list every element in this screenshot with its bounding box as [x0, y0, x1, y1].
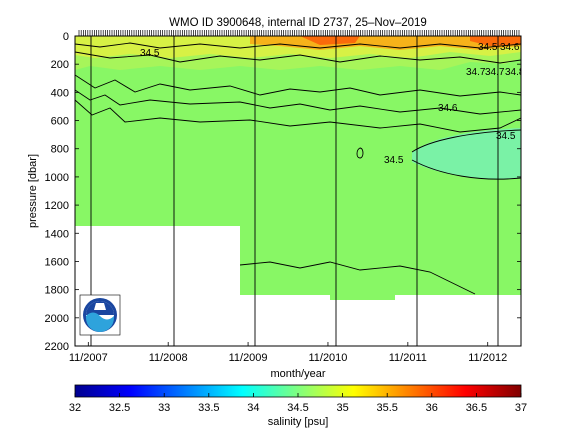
contour-label: 34.6 [500, 42, 520, 53]
contour-line [75, 42, 521, 49]
colorbar-tick-label: 37 [515, 402, 527, 414]
contour-line [411, 159, 521, 180]
contour-lines [75, 42, 521, 295]
contour-line [239, 261, 476, 295]
y-tick-label: 400 [51, 87, 69, 99]
colorbar: 32 32.5 33 33.5 34 34.5 35 35.5 36 36.5 37 salinit… [69, 384, 527, 428]
colorbar-tick-label: 34.5 [287, 402, 308, 414]
y-tick-label: 200 [51, 59, 69, 71]
y-axis-label: pressure [dbar] [27, 154, 39, 228]
colorbar-tick-label: 36.5 [466, 402, 487, 414]
contour-label: 34.5 [478, 42, 498, 53]
x-tick-label: 11/2009 [229, 352, 268, 364]
contour-label: 34.8 [505, 67, 525, 78]
plot-frame [74, 35, 522, 347]
contour-line [75, 74, 521, 97]
colorbar-tick-label: 35 [336, 402, 348, 414]
deep-water-region [75, 36, 521, 300]
chart-title: WMO ID 3900648, internal ID 2737, 25–Nov… [169, 17, 427, 29]
contour-label: 34.6 [438, 103, 458, 114]
contour-line [75, 99, 521, 133]
x-tick-label: 11/2008 [149, 352, 188, 364]
x-axis-label: month/year [270, 368, 325, 380]
y-tick-label: 600 [51, 116, 69, 128]
contour-label: 34.5 [496, 131, 516, 142]
y-tick-label: 0 [63, 31, 69, 43]
profile-ticks [78, 30, 520, 36]
year-lines [90, 36, 499, 346]
x-tick-label: 11/2010 [308, 352, 347, 364]
contour-line [75, 89, 521, 115]
x-tick-label: 11/2011 [389, 352, 427, 364]
y-tick-label: 1600 [45, 256, 69, 268]
surface-hot-region [300, 36, 521, 46]
contour-label: 34.7 [485, 67, 505, 78]
y-axis: 0 200 400 600 800 1000 1200 1400 1600 1800 2000 220… [45, 31, 521, 353]
contour-line [411, 129, 521, 153]
y-tick-label: 2000 [45, 313, 69, 325]
x-tick-label: 11/2012 [468, 352, 507, 364]
noaa-logo [79, 294, 121, 336]
colorbar-tick-label: 32.5 [109, 402, 130, 414]
colorbar-tick-label: 32 [69, 402, 81, 414]
colorbar-tick-label: 36 [426, 402, 438, 414]
salinity-field: 34.5 34.7 34.6 34.5 34.5 34.5 34.6 34.7 … [75, 36, 525, 346]
contour-label: 34.7 [466, 67, 486, 78]
colorbar-tick-label: 34 [247, 402, 259, 414]
contour-label: 34.5 [140, 48, 160, 59]
colorbar-label: salinity [psu] [268, 416, 329, 428]
x-axis: 11/2007 11/2008 11/2009 11/2010 11/2011 11/20… [69, 342, 507, 364]
colorbar-tick-label: 35.5 [376, 402, 397, 414]
y-tick-label: 2200 [45, 341, 69, 353]
y-tick-label: 1200 [45, 200, 69, 212]
y-tick-label: 1400 [45, 228, 69, 240]
colorbar-tick-label: 33.5 [198, 402, 219, 414]
contour-labels: 34.5 34.7 34.6 34.5 34.5 34.5 34.6 34.7 … [140, 42, 525, 166]
y-tick-label: 1000 [45, 172, 69, 184]
y-tick-label: 1800 [45, 285, 69, 297]
x-tick-label: 11/2007 [69, 352, 108, 364]
no-data-region [240, 300, 521, 346]
contour-line [356, 147, 364, 159]
contour-label: 34.5 [384, 155, 404, 166]
colorbar-ticks: 32 32.5 33 33.5 34 34.5 35 35.5 36 36.5 37 [69, 393, 527, 414]
y-tick-label: 800 [51, 144, 69, 156]
colorbar-tick-label: 33 [158, 402, 170, 414]
contour-line [75, 51, 521, 64]
